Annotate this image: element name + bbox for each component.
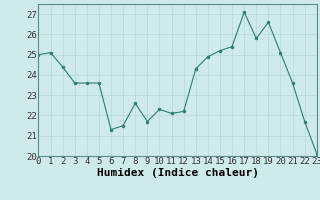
X-axis label: Humidex (Indice chaleur): Humidex (Indice chaleur) [97, 168, 259, 178]
